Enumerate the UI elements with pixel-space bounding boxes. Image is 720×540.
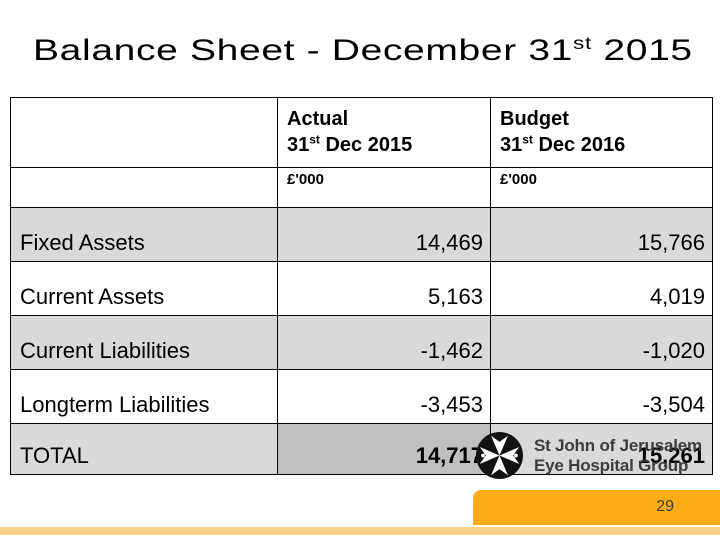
row-label: Current Assets [10,261,278,316]
row-budget-value: 15,261 [490,423,713,475]
table-row-total: TOTAL 14,717 15,261 [10,423,713,475]
row-label: Longterm Liabilities [10,369,278,424]
row-budget-value: -3,504 [490,369,713,424]
slide-title-prefix: Balance Sheet - December 31 [33,34,574,67]
table-header-row: Actual 31st Dec 2015 Budget 31st Dec 201… [10,97,713,168]
row-label: Current Liabilities [10,315,278,370]
header-actual-cell: Actual 31st Dec 2015 [277,97,491,168]
row-actual-value: 14,717 [277,423,491,475]
page-number-banner: 29 [473,490,720,525]
row-actual-value: 14,469 [277,207,491,262]
row-budget-value: 15,766 [490,207,713,262]
row-label: Fixed Assets [10,207,278,262]
header-budget-title: Budget [500,108,569,130]
footer-accent-stripe [0,527,720,535]
organization-name: St John of Jerusalem Eye Hospital Group [534,436,702,475]
table-row-current-liabilities: Current Liabilities -1,462 -1,020 [10,315,713,370]
organization-logo: St John of Jerusalem Eye Hospital Group [476,432,702,479]
organization-name-line2: Eye Hospital Group [534,455,689,475]
header-actual-date: 31st Dec 2015 [287,132,413,156]
row-label: TOTAL [10,423,278,475]
row-budget-value: -1,020 [490,315,713,370]
header-budget-date: 31st Dec 2016 [500,132,626,156]
table-row-fixed-assets: Fixed Assets 14,469 15,766 [10,207,713,262]
header-actual-title: Actual [287,108,349,130]
table-unit-row: £'000 £'000 [10,167,713,208]
unit-actual-cell: £'000 [277,167,491,208]
table-row-longterm-liabilities: Longterm Liabilities -3,453 -3,504 [10,369,713,424]
slide-title-suffix: 2015 [591,34,693,67]
balance-sheet-table: Actual 31st Dec 2015 Budget 31st Dec 201… [10,97,713,475]
row-actual-value: -3,453 [277,369,491,424]
unit-budget-cell: £'000 [490,167,713,208]
table-row-current-assets: Current Assets 5,163 4,019 [10,261,713,316]
row-actual-value: 5,163 [277,261,491,316]
maltese-cross-icon [476,432,523,479]
page-number: 29 [656,498,674,515]
unit-empty-cell [10,167,278,208]
slide-title: Balance Sheet - December 31st 2015 [33,33,693,69]
organization-name-line1: St John of Jerusalem [534,436,702,455]
header-empty-cell [10,97,278,168]
row-budget-value: 4,019 [490,261,713,316]
row-actual-value: -1,462 [277,315,491,370]
header-budget-cell: Budget 31st Dec 2016 [490,97,713,168]
slide-title-superscript: st [573,33,592,53]
